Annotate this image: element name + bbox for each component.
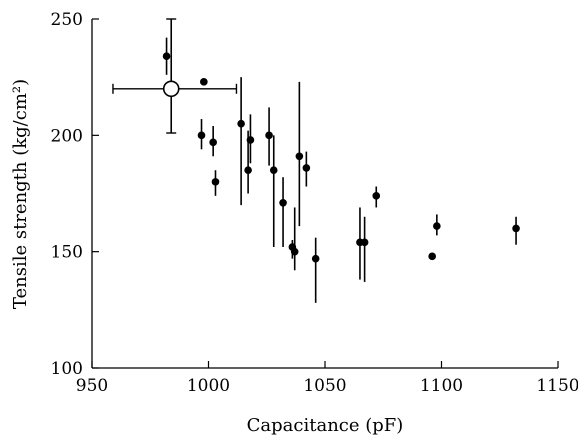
data-point: [211, 178, 220, 186]
y-axis-label: Tensile strength (kg/cm²): [10, 79, 31, 309]
data-point: [360, 238, 369, 247]
data-point: [162, 52, 171, 61]
data-point: [265, 131, 273, 140]
y-tick-label: 150: [51, 243, 83, 263]
x-axis-label: Capacitance (pF): [247, 415, 404, 436]
data-point-open: [162, 80, 180, 98]
axis-tick-labels: 950 1000 1050 1100 1150 100 150 200 250: [51, 10, 578, 396]
data-point: [372, 192, 381, 200]
y-tick-label: 100: [51, 359, 83, 379]
x-tick-label: 1050: [303, 376, 346, 396]
data-point: [279, 199, 287, 207]
data-points: [162, 52, 520, 263]
x-tick-label: 950: [76, 376, 108, 396]
data-point: [512, 224, 520, 233]
axes: [91, 19, 558, 369]
data-point: [209, 138, 217, 147]
data-point: [295, 152, 304, 161]
data-point: [237, 119, 245, 128]
y-tick-label: 200: [51, 126, 83, 146]
data-point: [200, 78, 208, 86]
data-point: [197, 131, 206, 140]
data-point: [290, 247, 299, 256]
data-point: [311, 254, 320, 263]
y-tick-label: 250: [51, 10, 83, 30]
x-tick-label: 1150: [536, 376, 578, 396]
data-point: [433, 222, 441, 230]
data-point: [246, 136, 255, 144]
data-point: [244, 166, 252, 175]
data-point: [269, 166, 278, 175]
x-tick-label: 1000: [187, 376, 230, 396]
data-point: [302, 164, 311, 172]
data-point: [428, 252, 436, 261]
axis-ticks: [91, 18, 559, 369]
x-tick-label: 1100: [420, 376, 463, 396]
